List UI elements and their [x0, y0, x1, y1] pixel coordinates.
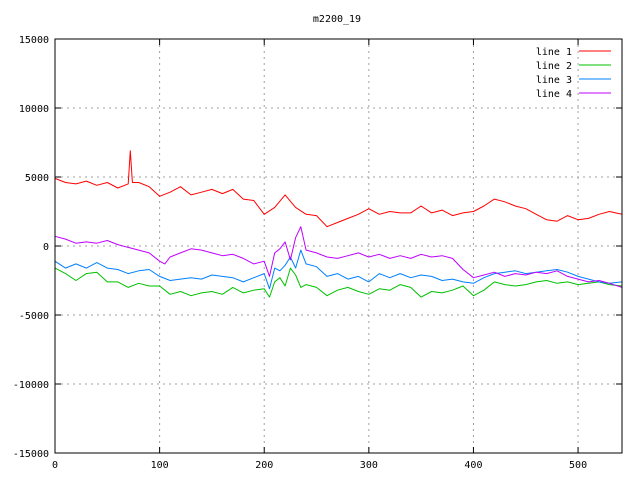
x-tick-label: 500 — [569, 460, 587, 471]
y-tick-label: 5000 — [25, 173, 49, 184]
series-line-3 — [54, 249, 623, 290]
x-tick-label: 200 — [255, 460, 273, 471]
series-line-1 — [54, 150, 623, 228]
series-line-4 — [54, 226, 623, 288]
grid — [55, 39, 622, 453]
chart-title: m2200_19 — [313, 14, 361, 25]
legend-label-4: line 4 — [536, 89, 572, 100]
legend-label-3: line 3 — [536, 75, 572, 86]
axis-ticks: 0 100 200 300 400 500 -15000 -10000 -5000 0 5000 10… — [13, 35, 622, 471]
y-tick-label: 15000 — [19, 35, 49, 46]
y-tick-label: 0 — [43, 242, 49, 253]
x-tick-label: 0 — [52, 460, 58, 471]
y-tick-label: -10000 — [13, 380, 49, 391]
y-tick-label: 10000 — [19, 104, 49, 115]
x-tick-label: 100 — [151, 460, 169, 471]
series-line-2 — [54, 267, 623, 298]
legend-label-1: line 1 — [536, 47, 572, 58]
x-tick-label: 300 — [360, 460, 378, 471]
y-tick-label: -15000 — [13, 449, 49, 460]
x-tick-label: 400 — [464, 460, 482, 471]
series-lines — [54, 150, 623, 298]
legend-label-2: line 2 — [536, 61, 572, 72]
legend: line 1 line 2 line 3 line 4 — [536, 47, 611, 100]
y-tick-label: -5000 — [19, 311, 49, 322]
